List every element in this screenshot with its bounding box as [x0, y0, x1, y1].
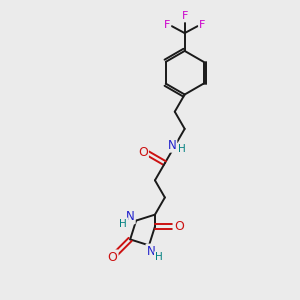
Text: N: N	[147, 245, 155, 258]
Text: N: N	[126, 210, 135, 223]
Text: O: O	[107, 251, 117, 264]
Text: O: O	[174, 220, 184, 233]
Text: O: O	[138, 146, 148, 159]
Text: F: F	[182, 11, 188, 21]
Text: H: H	[119, 219, 127, 229]
Text: F: F	[199, 20, 206, 30]
Text: H: H	[155, 252, 163, 262]
Text: N: N	[167, 139, 176, 152]
Text: H: H	[178, 144, 186, 154]
Text: F: F	[164, 20, 170, 30]
